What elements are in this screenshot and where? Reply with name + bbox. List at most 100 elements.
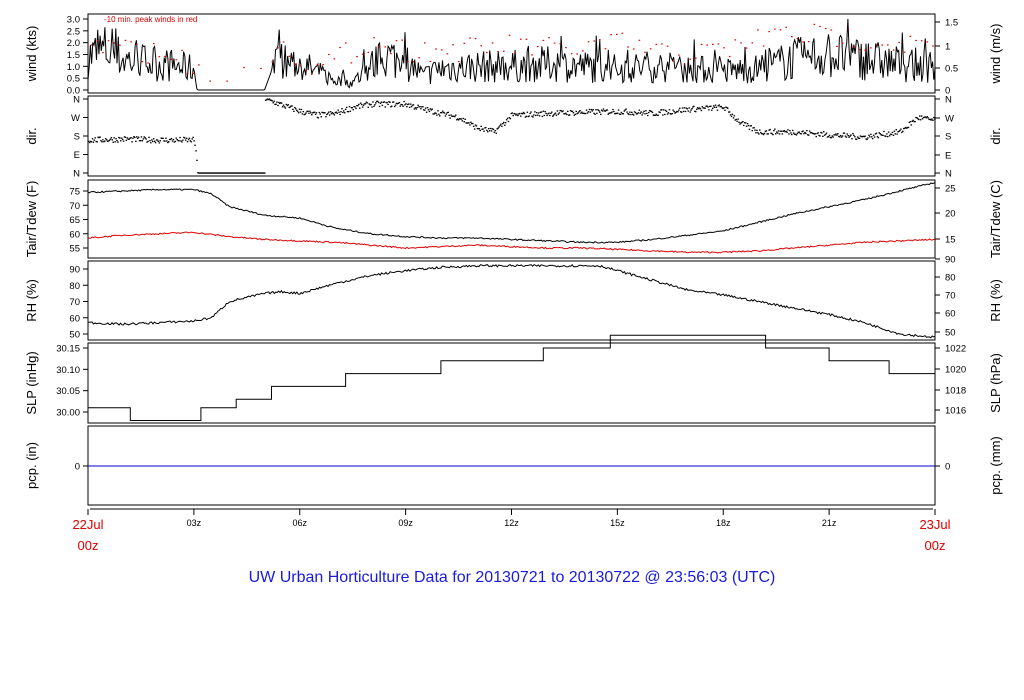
- peak-wind-marker: [887, 44, 889, 46]
- direction-point: [620, 111, 623, 114]
- peak-wind-marker: [892, 49, 895, 51]
- direction-point: [762, 133, 765, 136]
- humidity-ylabel: RH (%): [24, 279, 39, 322]
- wind-ytick-label: 2.0: [67, 38, 80, 49]
- direction-point: [396, 103, 399, 105]
- direction-point: [137, 136, 140, 138]
- direction-point: [514, 113, 516, 115]
- peak-wind-marker: [627, 46, 629, 48]
- direction-point: [222, 172, 225, 174]
- peak-wind-marker: [508, 34, 511, 36]
- precipitation-ytick-right-label: 0: [945, 462, 950, 473]
- direction-point: [840, 136, 843, 138]
- direction-point: [135, 140, 137, 142]
- direction-point: [209, 172, 211, 174]
- direction-point: [149, 140, 151, 142]
- direction-point: [283, 106, 286, 108]
- wind-ytick-label: 1.5: [67, 50, 80, 61]
- direction-point: [365, 101, 368, 103]
- direction-point: [523, 112, 526, 115]
- direction-point: [166, 140, 168, 142]
- direction-point: [574, 113, 577, 115]
- direction-point: [557, 113, 560, 115]
- direction-point: [134, 136, 136, 139]
- peak-wind-marker: [102, 52, 104, 54]
- direction-point: [99, 136, 101, 138]
- direction-point: [223, 172, 225, 174]
- direction-point: [403, 100, 405, 103]
- peak-wind-marker: [469, 37, 471, 39]
- direction-point: [832, 136, 834, 138]
- time-axis: 03z 06z 09z 12z 15z 18z 21z 22Jul 00z 23Jul 00z: [72, 508, 951, 553]
- direction-point: [817, 132, 819, 134]
- direction-point: [273, 100, 275, 102]
- direction-point: [741, 121, 743, 124]
- direction-point: [818, 134, 820, 137]
- pressure-ytick-label: 30.10: [56, 365, 80, 376]
- direction-point: [773, 130, 775, 132]
- direction-point: [594, 113, 596, 115]
- direction-point: [585, 109, 588, 111]
- direction-point: [267, 98, 270, 101]
- direction-point: [830, 137, 832, 139]
- direction-point: [513, 112, 515, 115]
- direction-point: [128, 138, 130, 140]
- direction-point: [308, 112, 310, 114]
- direction-point: [779, 130, 782, 132]
- peak-wind-marker: [164, 55, 166, 58]
- direction-point: [410, 106, 413, 108]
- direction-point: [730, 115, 733, 117]
- direction-point: [303, 114, 305, 116]
- direction-point: [789, 130, 791, 132]
- direction-point: [258, 172, 260, 174]
- direction-point: [430, 109, 433, 111]
- direction-point: [462, 117, 465, 120]
- direction-point: [278, 101, 280, 104]
- direction-point: [882, 134, 884, 136]
- direction-point: [845, 136, 848, 138]
- direction-point: [467, 122, 469, 124]
- direction-point: [186, 141, 189, 143]
- direction-point: [447, 111, 449, 113]
- direction-point: [911, 120, 913, 122]
- direction-point: [875, 132, 878, 134]
- peak-wind-marker: [480, 45, 482, 47]
- peak-wind-marker: [435, 48, 437, 50]
- direction-point: [821, 132, 823, 134]
- direction-point: [584, 112, 586, 115]
- direction-point: [302, 111, 305, 113]
- peak-wind-marker: [491, 42, 494, 44]
- humidity-ytick-label: 70: [69, 297, 80, 308]
- direction-point: [871, 136, 873, 138]
- direction-point: [445, 113, 448, 115]
- direction-point: [790, 132, 792, 134]
- direction-point: [474, 124, 477, 126]
- peak-wind-marker: [678, 54, 680, 56]
- direction-ytick-right-label: E: [945, 151, 951, 162]
- direction-point: [112, 141, 114, 143]
- direction-point: [486, 129, 488, 131]
- direction-point: [551, 111, 553, 113]
- direction-point: [783, 130, 785, 132]
- direction-point: [853, 134, 855, 136]
- direction-point: [94, 137, 97, 139]
- direction-point: [251, 172, 254, 174]
- direction-point: [427, 109, 430, 111]
- direction-point: [850, 134, 852, 136]
- direction-point: [718, 104, 720, 106]
- direction-point: [744, 122, 746, 124]
- direction-point: [921, 118, 924, 120]
- peak-wind-marker: [830, 29, 833, 31]
- direction-point: [151, 139, 153, 141]
- direction-point: [274, 103, 276, 106]
- start-date-label: 22Jul: [72, 517, 103, 532]
- direction-point: [371, 106, 373, 108]
- peak-wind-marker: [378, 46, 381, 48]
- temperature-panel: Tair/Tdew (F) Tair/Tdew (C) 55 60 65 70 75 15 20…: [24, 179, 1003, 259]
- direction-point: [282, 104, 285, 106]
- direction-point: [219, 172, 222, 174]
- direction-point: [858, 137, 861, 139]
- direction-point: [787, 129, 789, 131]
- direction-point: [131, 141, 133, 143]
- direction-point: [738, 121, 740, 123]
